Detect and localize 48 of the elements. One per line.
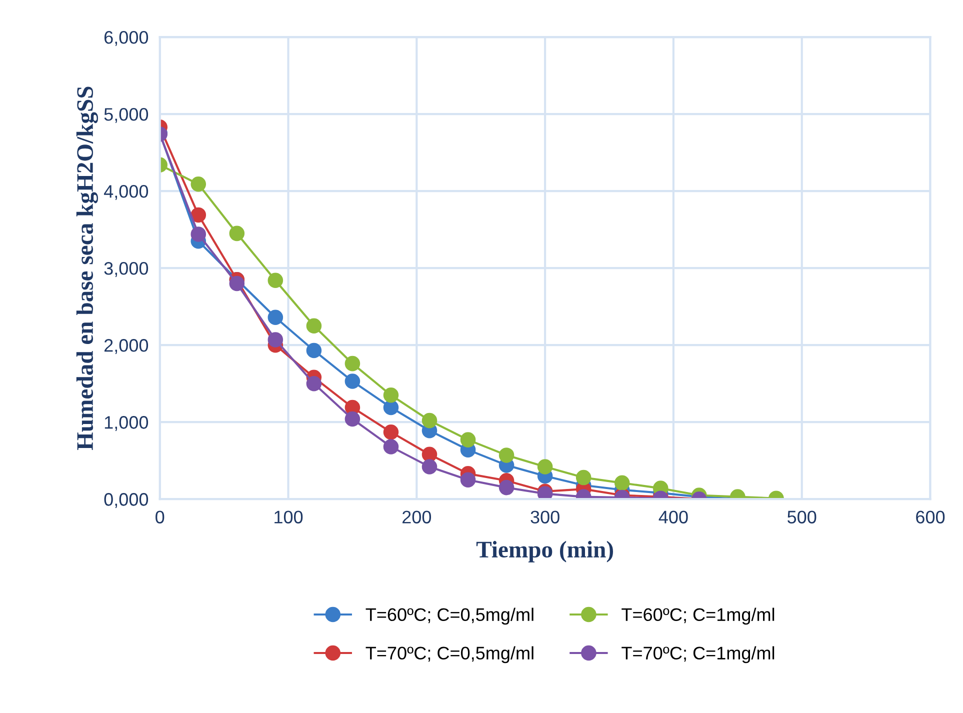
point	[190, 226, 206, 242]
y-tick-label: 1,000	[104, 416, 148, 431]
point	[344, 374, 360, 389]
point	[344, 411, 360, 427]
point	[383, 388, 399, 403]
point	[383, 424, 399, 440]
point	[422, 459, 438, 474]
y-tick-label: 4,000	[104, 185, 148, 200]
y-tick-label: 0,000	[104, 493, 148, 508]
y-axis-title: Humedad en base seca kgH2O/kgSS	[76, 86, 98, 450]
point	[268, 272, 284, 288]
legend-label: T=60ºC; C=0,5mg/ml	[366, 608, 534, 625]
point	[460, 472, 476, 488]
x-tick-label: 500	[788, 510, 816, 524]
point	[383, 439, 399, 454]
legend-label: T=70ºC; C=1mg/ml	[622, 646, 774, 664]
point	[229, 276, 245, 292]
y-tick-label: 2,000	[104, 339, 148, 354]
point	[306, 342, 322, 358]
point	[614, 475, 630, 491]
x-axis-title: Tiempo (min)	[476, 540, 614, 562]
x-tick-label: 200	[402, 510, 432, 524]
x-tick-label: 600	[916, 510, 945, 524]
point	[344, 356, 360, 372]
point	[498, 480, 514, 496]
y-tick-label: 3,000	[104, 262, 148, 277]
y-tick-label: 5,000	[104, 108, 148, 123]
point	[306, 318, 322, 334]
point	[498, 448, 514, 463]
x-tick-label: 0	[156, 510, 164, 524]
point	[306, 376, 322, 392]
x-tick-label: 100	[274, 510, 303, 524]
point	[422, 446, 438, 462]
x-tick-label: 400	[658, 510, 688, 524]
point	[576, 470, 592, 486]
legend-label: T=60ºC; C=1mg/ml	[622, 608, 774, 625]
legend-label: T=70ºC; C=0,5mg/ml	[366, 646, 534, 664]
point	[190, 207, 206, 223]
point	[268, 310, 284, 326]
y-tick-label: 6,000	[104, 31, 148, 46]
point	[537, 459, 553, 474]
point	[229, 226, 245, 242]
point	[268, 332, 284, 348]
x-tick-label: 300	[530, 510, 560, 524]
point	[460, 432, 476, 448]
point	[383, 400, 399, 416]
point	[422, 412, 438, 428]
point	[190, 176, 206, 192]
